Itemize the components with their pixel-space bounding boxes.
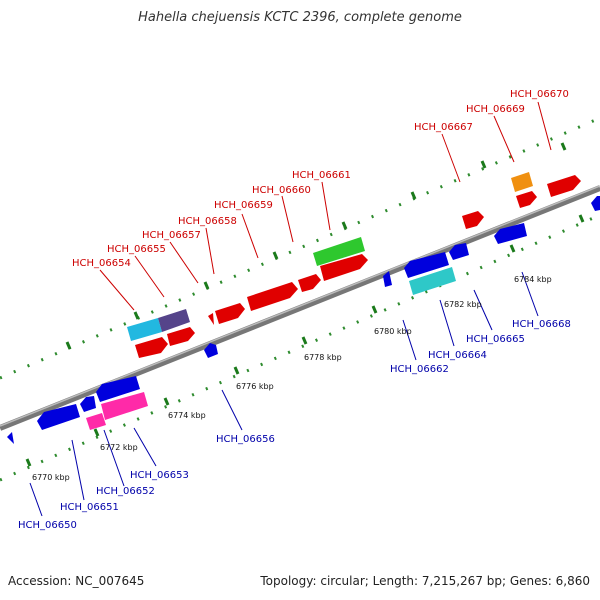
scale-label: 6774 kbp	[168, 411, 206, 420]
gene-orange	[511, 172, 533, 192]
scale-label: 6780 kbp	[374, 327, 412, 336]
upper-major-ticks	[65, 142, 567, 350]
gene-label: HCH_06651	[60, 502, 119, 513]
gene-navy	[158, 309, 190, 332]
gene-red	[547, 175, 581, 197]
gene-blue	[96, 376, 140, 402]
gene-label: HCH_06670	[510, 89, 569, 100]
gene-blue	[204, 343, 218, 358]
gene-red-small	[208, 313, 214, 325]
gene-red	[516, 191, 537, 208]
gene-red	[135, 337, 168, 358]
gene-label: HCH_06661	[292, 170, 351, 181]
scale-label: 6776 kbp	[236, 382, 274, 391]
gene-magenta	[86, 413, 106, 430]
gene-cyan	[127, 318, 162, 341]
gene-label: HCH_06657	[142, 230, 201, 241]
gene-label: HCH_06665	[466, 334, 525, 345]
gene-red	[462, 211, 484, 229]
gene-red	[247, 282, 298, 311]
gene-label: HCH_06660	[252, 185, 311, 196]
gene-label: HCH_06655	[107, 244, 166, 255]
gene-blue	[449, 243, 469, 260]
gene-label: HCH_06652	[96, 486, 155, 497]
scale-label: 6772 kbp	[100, 443, 138, 452]
gene-label: HCH_06668	[512, 319, 571, 330]
gene-green	[313, 237, 365, 266]
genome-backbone	[0, 185, 600, 431]
gene-label: HCH_06659	[214, 200, 273, 211]
gene-red	[320, 254, 368, 281]
gene-blue-small	[591, 196, 600, 211]
gene-magenta	[101, 392, 148, 420]
gene-blue	[494, 223, 527, 244]
scale-label: 6778 kbp	[304, 353, 342, 362]
gene-cyan	[409, 267, 456, 295]
scale-label: 6782 kbp	[444, 300, 482, 309]
scale-label: 6770 kbp	[32, 473, 70, 482]
scale-label: 6784 kbp	[514, 275, 552, 284]
gene-blue-small	[383, 271, 392, 287]
scale-labels: 6770 kbp 6772 kbp 6774 kbp 6776 kbp 6778…	[32, 275, 552, 482]
gene-red	[167, 327, 195, 346]
gene-label: HCH_06656	[216, 434, 275, 445]
lower-dotted-line	[0, 213, 600, 482]
gene-blue	[404, 252, 449, 278]
gene-blue	[80, 396, 96, 412]
gene-red	[298, 274, 321, 292]
accession-text: Accession: NC_007645	[8, 574, 145, 588]
gene-label: HCH_06650	[18, 520, 77, 531]
topology-stats-text: Topology: circular; Length: 7,215,267 bp…	[260, 574, 590, 588]
top-label-leaders	[99, 101, 552, 311]
gene-label: HCH_06662	[390, 364, 449, 375]
bottom-gene-labels[interactable]: HCH_06650 HCH_06651 HCH_06652 HCH_06653 …	[18, 319, 571, 531]
gene-label: HCH_06653	[130, 470, 189, 481]
gene-label: HCH_06664	[428, 350, 487, 361]
top-gene-labels[interactable]: HCH_06654 HCH_06655 HCH_06657 HCH_06658 …	[72, 89, 569, 269]
gene-blue	[37, 404, 80, 430]
top-strand-genes[interactable]	[127, 172, 581, 358]
gene-label: HCH_06667	[414, 122, 473, 133]
gene-blue-small	[7, 432, 14, 444]
gene-label: HCH_06658	[178, 216, 237, 227]
gene-label: HCH_06669	[466, 104, 525, 115]
bottom-strand-genes[interactable]	[7, 196, 600, 444]
bottom-label-leaders	[29, 271, 539, 517]
gene-red	[215, 303, 245, 324]
gene-label: HCH_06654	[72, 258, 131, 269]
genome-backbone-highlight	[0, 185, 600, 427]
map-title: Hahella chejuensis KCTC 2396, complete g…	[138, 10, 462, 25]
